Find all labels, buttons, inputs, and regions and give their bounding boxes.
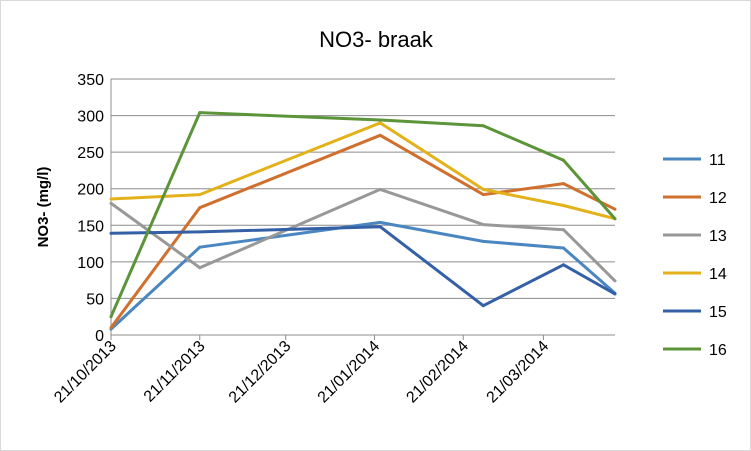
data-point-12: [198, 206, 202, 210]
legend-label-15: 15: [709, 304, 727, 321]
x-tick-label: 21/03/2014: [484, 338, 553, 407]
data-point-13: [613, 279, 617, 283]
x-tick-label: 21/10/2013: [51, 338, 120, 407]
x-tick-label: 21/11/2013: [141, 338, 209, 406]
series-line-13: [110, 187, 617, 282]
data-point-14: [561, 204, 565, 208]
data-point-14: [109, 197, 113, 201]
data-point-15: [561, 263, 565, 267]
series-line-14: [110, 121, 616, 221]
y-tick-label: 150: [77, 218, 104, 235]
data-point-13: [378, 187, 382, 191]
data-point-12: [561, 182, 565, 186]
data-point-11: [561, 246, 565, 250]
data-point-12: [481, 193, 485, 197]
x-tick-label: 21/01/2014: [315, 338, 384, 407]
data-point-14: [481, 187, 485, 191]
y-tick-label: 100: [77, 255, 104, 272]
data-point-13: [198, 266, 202, 270]
legend-label-11: 11: [709, 152, 726, 169]
series-line-15: [110, 225, 616, 308]
x-tick-label: 21/02/2014: [403, 338, 472, 407]
data-point-11: [481, 239, 485, 243]
y-tick-label: 0: [95, 328, 104, 345]
y-axis-label: NO3- (mg/l): [35, 167, 52, 248]
data-point-15: [109, 231, 113, 235]
data-point-16: [198, 111, 202, 115]
series-line-12: [109, 133, 616, 329]
data-point-12: [378, 133, 382, 137]
data-point-16: [109, 315, 113, 319]
y-tick-label: 250: [77, 145, 104, 162]
legend-label-12: 12: [709, 190, 727, 207]
data-point-15: [378, 225, 382, 229]
data-point-11: [378, 220, 382, 224]
data-point-16: [561, 158, 565, 162]
data-point-13: [109, 201, 113, 205]
y-tick-label: 50: [86, 291, 104, 308]
data-point-11: [198, 245, 202, 249]
data-point-14: [378, 121, 382, 125]
data-point-12: [109, 326, 113, 330]
y-tick-label: 300: [77, 109, 104, 126]
data-point-13: [481, 223, 485, 227]
data-point-14: [198, 193, 202, 197]
data-point-16: [613, 217, 617, 221]
x-tick-label: 21/12/2013: [226, 338, 295, 407]
legend-label-16: 16: [709, 342, 727, 359]
data-point-16: [378, 118, 382, 122]
data-point-15: [613, 292, 617, 296]
data-point-12: [613, 207, 617, 211]
data-point-16: [481, 124, 485, 128]
legend-label-13: 13: [709, 228, 727, 245]
data-point-13: [561, 228, 565, 232]
y-tick-label: 200: [77, 182, 104, 199]
data-point-15: [198, 230, 202, 234]
y-tick-label: 350: [77, 72, 104, 89]
series-line-11: [109, 220, 616, 331]
chart-title: NO3- braak: [319, 27, 434, 52]
data-point-15: [481, 304, 485, 308]
legend-label-14: 14: [709, 266, 727, 283]
series-line-16: [109, 111, 617, 318]
